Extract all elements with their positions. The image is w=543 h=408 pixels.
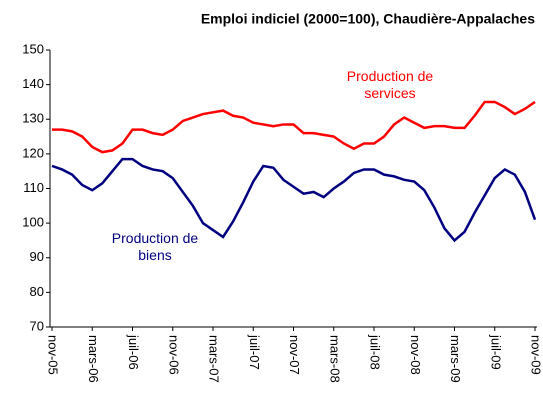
x-tick-label: juil-09	[488, 334, 503, 370]
x-tick-label: juil-07	[247, 334, 262, 370]
y-tick-label: 140	[22, 76, 44, 91]
x-tick-label: nov-05	[46, 335, 61, 375]
x-tick-label: juil-08	[368, 334, 383, 370]
y-tick-label: 70	[30, 318, 44, 333]
y-tick-label: 90	[30, 249, 44, 264]
x-tick-label: nov-09	[529, 335, 543, 375]
x-tick-label: nov-08	[408, 335, 423, 375]
series-annotation: Production de services	[346, 68, 434, 101]
series-line	[52, 100, 536, 154]
x-tick-label: nov-06	[166, 335, 181, 375]
y-tick-label: 120	[22, 145, 44, 160]
x-tick-label: juil-06	[126, 334, 141, 370]
series-line	[51, 157, 537, 243]
y-tick-label: 110	[23, 180, 44, 195]
series-annotation: Production de biens	[111, 230, 199, 263]
chart-title: Emploi indiciel (2000=100), Chaudière-Ap…	[201, 11, 535, 27]
x-tick-label: nov-07	[287, 335, 302, 375]
x-tick-label: mars-08	[327, 335, 342, 383]
x-tick-label: mars-06	[86, 335, 101, 383]
x-tick-label: mars-07	[207, 335, 222, 383]
y-tick-label: 80	[30, 284, 44, 299]
x-tick-label: mars-09	[448, 335, 463, 383]
y-tick-label: 150	[22, 41, 44, 56]
y-tick-label: 130	[22, 111, 44, 126]
y-tick-label: 100	[22, 215, 44, 230]
